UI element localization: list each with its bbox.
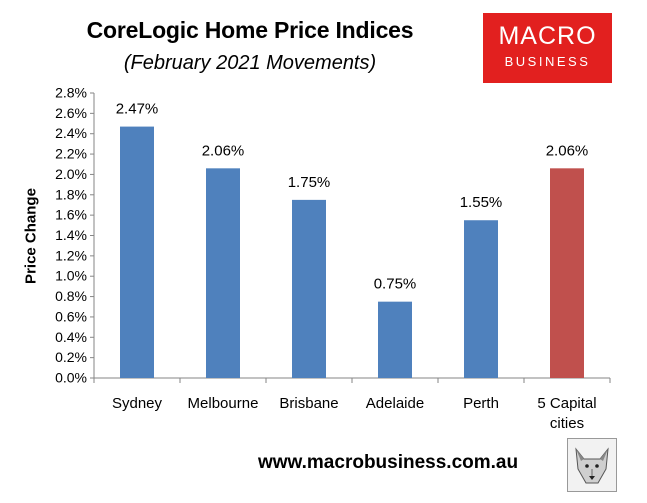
data-label: 1.55% — [460, 194, 503, 211]
wolf-icon — [567, 438, 617, 492]
data-label: 2.06% — [546, 142, 589, 159]
bar-5-capital-cities — [550, 168, 584, 378]
y-tick-label: 2.8% — [55, 85, 87, 101]
y-tick-label: 1.8% — [55, 186, 87, 202]
x-tick-label: Melbourne — [188, 395, 259, 412]
bar-perth — [464, 220, 498, 378]
y-tick-label: 0.4% — [55, 329, 87, 345]
chart-title: CoreLogic Home Price Indices — [86, 17, 414, 43]
x-tick-label: Brisbane — [279, 395, 338, 412]
x-tick-label: 5 Capital — [537, 395, 596, 412]
website-footer: www.macrobusiness.com.au — [258, 452, 519, 473]
y-tick-label: 1.2% — [55, 247, 87, 263]
y-tick-label: 1.6% — [55, 207, 87, 223]
y-tick-label: 0.2% — [55, 349, 87, 365]
x-tick-label: Adelaide — [366, 395, 424, 412]
bar-brisbane — [292, 199, 326, 378]
data-label: 1.75% — [288, 174, 331, 191]
y-tick-label: 0.8% — [55, 288, 87, 304]
y-tick-label: 2.4% — [55, 125, 87, 141]
y-tick-label: 1.0% — [55, 268, 87, 284]
y-tick-label: 2.0% — [55, 166, 87, 182]
y-tick-label: 0.6% — [55, 308, 87, 324]
data-label: 2.06% — [202, 142, 245, 159]
bar-sydney — [120, 126, 154, 378]
bar-adelaide — [378, 301, 412, 378]
chart-subtitle: (February 2021 Movements) — [123, 52, 377, 74]
data-label: 2.47% — [116, 101, 159, 118]
bar-melbourne — [206, 168, 240, 378]
y-tick-label: 0.0% — [55, 370, 87, 386]
y-tick-label: 2.2% — [55, 146, 87, 162]
y-tick-label: 2.6% — [55, 105, 87, 121]
data-label: 0.75% — [374, 276, 417, 293]
logo-line-2: BUSINESS — [504, 54, 591, 69]
y-tick-label: 1.4% — [55, 227, 87, 243]
macro-business-logo: MACRO BUSINESS — [483, 13, 612, 83]
x-tick-label: cities — [550, 415, 584, 432]
logo-line-1: MACRO — [498, 22, 597, 50]
x-tick-label: Perth — [463, 395, 499, 412]
x-tick-label: Sydney — [112, 395, 163, 412]
